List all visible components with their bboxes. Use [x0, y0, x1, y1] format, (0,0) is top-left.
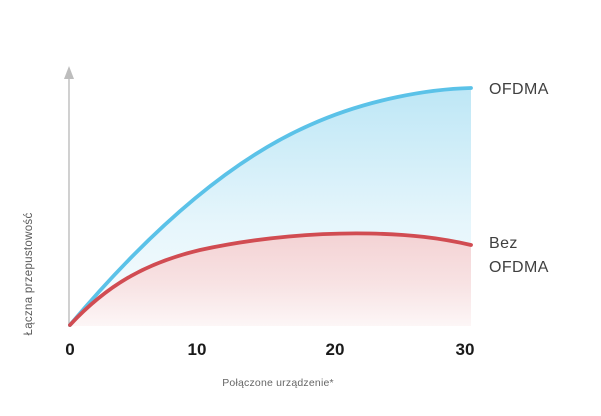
bez-ofdma-series-label-line2: OFDMA [489, 259, 549, 276]
ofdma-area-fill [70, 88, 471, 325]
x-tick-0: 0 [65, 340, 75, 359]
ofdma-curve [68, 86, 473, 327]
bez-ofdma-curve [68, 231, 473, 327]
ofdma-series-label: OFDMA [489, 81, 549, 98]
y-axis-arrowhead-icon [64, 66, 74, 79]
y-axis-title: Łączna przepustowość [23, 212, 35, 336]
bez-ofdma-series-label-line1: Bez [489, 235, 518, 252]
bez-ofdma-series-label: Bez OFDMA [489, 232, 549, 280]
x-tick-20: 20 [325, 340, 345, 359]
x-tick-30: 30 [455, 340, 475, 359]
x-tick-10: 10 [187, 340, 207, 359]
bez-ofdma-area-fill [70, 233, 471, 326]
x-axis-title: Połączone urządzenie* [222, 377, 334, 389]
